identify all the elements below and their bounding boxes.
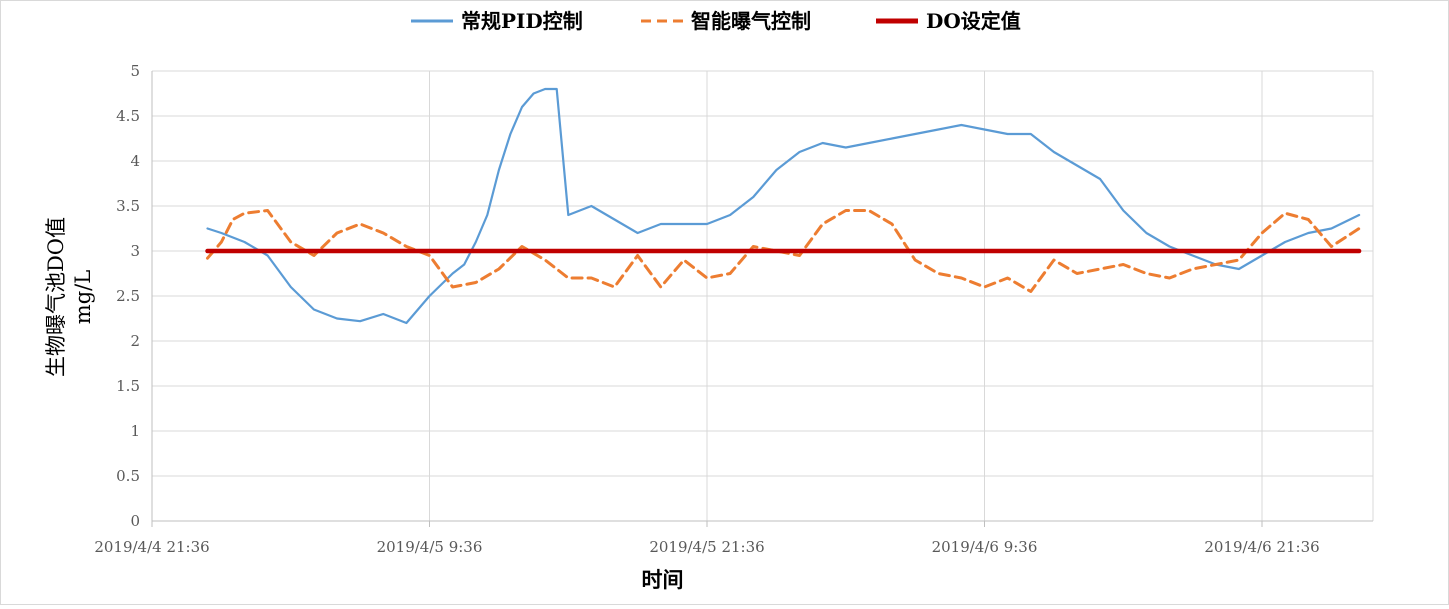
x-tick-label: 2019/4/5 9:36 [377, 538, 483, 556]
grid [152, 70, 1374, 522]
y-tick-label: 2 [130, 332, 140, 350]
y-tick-label: 4.5 [116, 107, 140, 125]
y-axis-unit: mg/L [71, 270, 95, 324]
y-tick-label: 4 [130, 152, 140, 170]
x-tick-label: 2019/4/6 9:36 [932, 538, 1038, 556]
axis-titles: 时间 生物曝气池DO值 mg/L [44, 217, 684, 592]
y-tick-label: 3 [130, 242, 140, 260]
legend: 常规PID控制 智能曝气控制 DO设定值 [411, 9, 1021, 33]
y-tick-label: 3.5 [116, 197, 140, 215]
axes: 0 0.5 1 1.5 2 2.5 3 3.5 4 4.5 5 2019/4/4 21:36 2019/… [94, 62, 1373, 556]
legend-label-1: 智能曝气控制 [691, 9, 811, 33]
y-tick-label: 1 [130, 422, 140, 440]
x-tick-label: 2019/4/4 21:36 [94, 538, 209, 556]
legend-label-2: DO设定值 [926, 9, 1021, 33]
y-tick-label: 1.5 [116, 377, 140, 395]
y-tick-label: 0 [130, 512, 140, 530]
series-line-0 [206, 87, 1361, 325]
x-tick-label: 2019/4/6 21:36 [1204, 538, 1319, 556]
x-tick-label: 2019/4/5 21:36 [649, 538, 764, 556]
x-axis-title: 时间 [642, 567, 684, 592]
legend-label-0: 常规PID控制 [461, 9, 583, 33]
y-tick-label: 2.5 [116, 287, 140, 305]
y-tick-label: 0.5 [116, 467, 140, 485]
y-axis-title: 生物曝气池DO值 [44, 217, 68, 377]
y-tick-label: 5 [130, 62, 140, 80]
series-layer [205, 87, 1362, 325]
